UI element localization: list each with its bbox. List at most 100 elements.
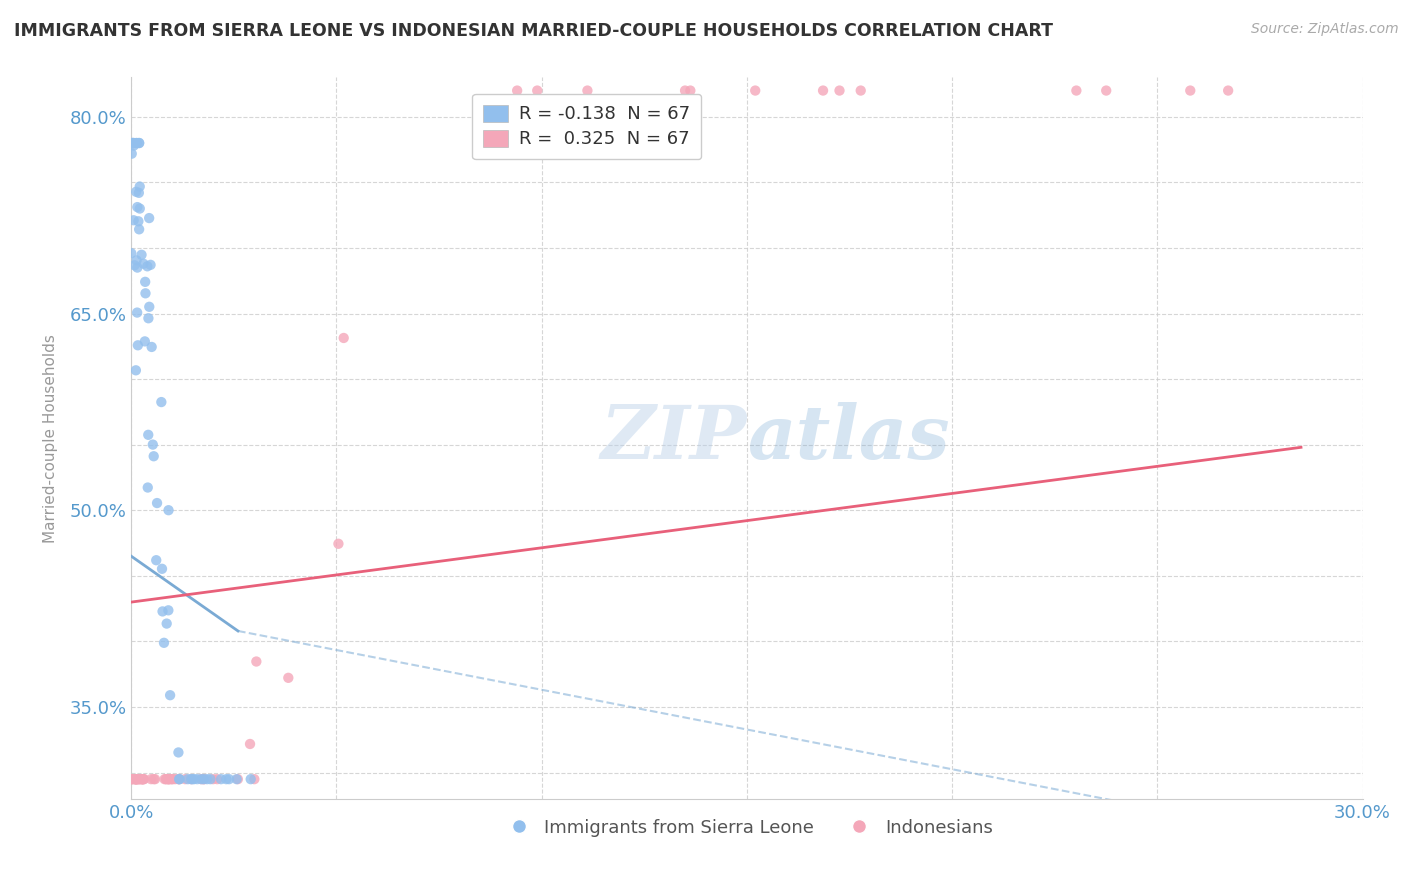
- Point: [159, 688, 181, 702]
- Point: [136, 260, 159, 274]
- Point: [150, 562, 173, 576]
- Point: [127, 305, 149, 319]
- Point: [828, 84, 851, 98]
- Point: [122, 772, 145, 786]
- Point: [125, 136, 148, 150]
- Point: [132, 772, 155, 786]
- Point: [121, 146, 143, 161]
- Point: [142, 772, 165, 786]
- Point: [153, 636, 176, 650]
- Point: [122, 136, 145, 150]
- Point: [218, 772, 240, 786]
- Point: [138, 311, 160, 326]
- Point: [134, 275, 156, 289]
- Point: [131, 772, 153, 786]
- Point: [1066, 84, 1088, 98]
- Point: [128, 772, 150, 786]
- Point: [177, 772, 200, 786]
- Point: [121, 772, 143, 786]
- Point: [127, 772, 149, 786]
- Point: [1218, 84, 1240, 98]
- Point: [160, 772, 183, 786]
- Point: [145, 553, 167, 567]
- Point: [157, 503, 180, 517]
- Point: [125, 363, 148, 377]
- Point: [526, 84, 548, 98]
- Point: [125, 185, 148, 199]
- Point: [143, 772, 166, 786]
- Point: [186, 772, 208, 786]
- Point: [209, 772, 232, 786]
- Point: [134, 286, 156, 301]
- Point: [180, 772, 202, 786]
- Point: [128, 772, 150, 786]
- Point: [205, 772, 228, 786]
- Point: [193, 772, 215, 786]
- Point: [128, 179, 150, 194]
- Point: [167, 772, 190, 786]
- Point: [1180, 84, 1202, 98]
- Point: [226, 772, 249, 786]
- Point: [127, 338, 149, 352]
- Point: [156, 616, 179, 631]
- Point: [134, 334, 156, 349]
- Point: [157, 772, 180, 786]
- Point: [146, 496, 169, 510]
- Point: [157, 772, 180, 786]
- Point: [125, 772, 148, 786]
- Point: [160, 772, 183, 786]
- Y-axis label: Married-couple Households: Married-couple Households: [44, 334, 58, 542]
- Point: [183, 772, 205, 786]
- Point: [180, 772, 202, 786]
- Point: [744, 84, 766, 98]
- Point: [125, 772, 148, 786]
- Point: [576, 84, 599, 98]
- Point: [190, 772, 212, 786]
- Point: [193, 772, 215, 786]
- Point: [155, 772, 177, 786]
- Point: [167, 772, 190, 786]
- Point: [125, 772, 148, 786]
- Point: [127, 214, 149, 228]
- Point: [131, 248, 153, 262]
- Text: atlas: atlas: [747, 402, 949, 475]
- Text: Source: ZipAtlas.com: Source: ZipAtlas.com: [1251, 22, 1399, 37]
- Point: [121, 136, 143, 150]
- Point: [165, 772, 187, 786]
- Point: [128, 136, 150, 150]
- Point: [120, 246, 142, 260]
- Text: IMMIGRANTS FROM SIERRA LEONE VS INDONESIAN MARRIED-COUPLE HOUSEHOLDS CORRELATION: IMMIGRANTS FROM SIERRA LEONE VS INDONESI…: [14, 22, 1053, 40]
- Point: [121, 772, 143, 786]
- Point: [125, 253, 148, 268]
- Point: [131, 772, 153, 786]
- Point: [121, 772, 143, 786]
- Point: [141, 340, 163, 354]
- Point: [136, 481, 159, 495]
- Point: [811, 84, 834, 98]
- Point: [200, 772, 222, 786]
- Point: [125, 772, 148, 786]
- Point: [849, 84, 872, 98]
- Point: [124, 258, 146, 272]
- Point: [157, 772, 180, 786]
- Point: [202, 772, 225, 786]
- Point: [128, 222, 150, 236]
- Point: [138, 211, 160, 225]
- Point: [1095, 84, 1118, 98]
- Point: [122, 136, 145, 150]
- Point: [124, 772, 146, 786]
- Point: [190, 772, 212, 786]
- Point: [181, 772, 204, 786]
- Point: [245, 655, 267, 669]
- Point: [138, 300, 160, 314]
- Point: [152, 604, 174, 618]
- Point: [328, 537, 350, 551]
- Point: [128, 202, 150, 216]
- Point: [169, 772, 191, 786]
- Point: [127, 772, 149, 786]
- Point: [139, 258, 162, 272]
- Point: [125, 772, 148, 786]
- Point: [122, 213, 145, 227]
- Point: [132, 257, 155, 271]
- Legend: Immigrants from Sierra Leone, Indonesians: Immigrants from Sierra Leone, Indonesian…: [494, 812, 1000, 844]
